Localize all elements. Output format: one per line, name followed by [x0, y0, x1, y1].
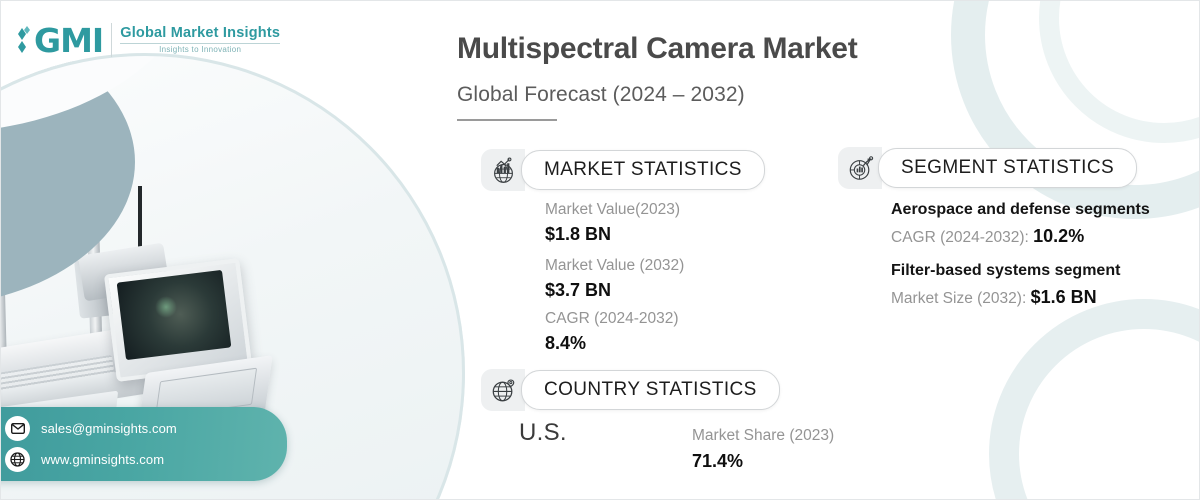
right-camera-lens	[116, 269, 232, 361]
segment-statistics-label: SEGMENT STATISTICS	[878, 148, 1138, 188]
diamond-cluster-icon	[18, 26, 30, 53]
page-title: Multispectral Camera Market	[457, 32, 858, 65]
segment-item-1-metric-label: Market Size (2032):	[891, 290, 1027, 307]
contact-badge: sales@gminsights.com www.gminsights.com	[1, 407, 287, 481]
globe-icon	[5, 447, 30, 472]
page-subtitle: Global Forecast (2024 – 2032)	[457, 83, 745, 106]
country-metric-label: Market Share (2023)	[692, 427, 835, 444]
segment-item-1-metric-value: $1.6 BN	[1030, 287, 1097, 307]
envelope-glyph	[10, 423, 25, 434]
market-stat-label-0: Market Value(2023)	[545, 201, 680, 218]
logo-rule	[120, 42, 281, 44]
contact-email-text: sales@gminsights.com	[41, 421, 177, 436]
market-stat-label-1: Market Value (2032)	[545, 257, 685, 274]
segment-item-1-title: Filter-based systems segment	[891, 262, 1121, 279]
country-name: U.S.	[519, 419, 567, 446]
segment-statistics-header: SEGMENT STATISTICS	[838, 147, 1138, 189]
market-stat-value-2: 8.4%	[545, 333, 587, 353]
globe-pin-icon	[481, 369, 525, 411]
market-stat-value-0: $1.8 BN	[545, 224, 612, 244]
globe-bar-chart-icon	[481, 149, 525, 191]
logo-divider	[111, 23, 113, 57]
country-statistics-header: COUNTRY STATISTICS	[481, 369, 780, 411]
segment-item-0-metric: CAGR (2024-2032): 10.2%	[891, 226, 1084, 247]
segment-item-0-metric-value: 10.2%	[1033, 226, 1085, 246]
content-area: Multispectral Camera Market Global Forec…	[453, 1, 1199, 499]
globe-glyph	[10, 452, 25, 467]
logo-company-name: Global Market Insights	[120, 24, 281, 41]
globe-pin-glyph	[492, 379, 514, 401]
envelope-icon	[5, 416, 30, 441]
contact-row-email[interactable]: sales@gminsights.com	[5, 416, 273, 441]
segment-item-0-metric-label: CAGR (2024-2032):	[891, 229, 1029, 246]
pie-chart-arrow-glyph	[849, 155, 873, 180]
gmi-logo-mark: GMI	[17, 20, 104, 60]
globe-bar-chart-glyph	[493, 157, 513, 183]
title-divider	[457, 119, 557, 121]
pie-chart-arrow-icon	[838, 147, 882, 189]
right-camera-lens-glint	[155, 296, 177, 318]
country-metric-value: 71.4%	[692, 451, 744, 471]
segment-item-0-title: Aerospace and defense segments	[891, 201, 1150, 218]
contact-row-website[interactable]: www.gminsights.com	[5, 447, 273, 472]
market-stat-value-1: $3.7 BN	[545, 280, 612, 300]
market-statistics-label: MARKET STATISTICS	[521, 150, 765, 190]
market-stat-label-2: CAGR (2024-2032)	[545, 310, 679, 327]
gmi-logo-text: GMI	[34, 20, 104, 60]
gmi-logo[interactable]: GMI Global Market Insights Insights to I…	[17, 20, 281, 60]
logo-tagline: Insights to Innovation	[159, 44, 242, 54]
logo-wordmark: Global Market Insights Insights to Innov…	[120, 24, 281, 55]
segment-item-1-metric: Market Size (2032): $1.6 BN	[891, 287, 1097, 308]
country-statistics-label: COUNTRY STATISTICS	[521, 370, 780, 410]
contact-website-text: www.gminsights.com	[41, 452, 165, 467]
market-statistics-header: MARKET STATISTICS	[481, 149, 765, 191]
